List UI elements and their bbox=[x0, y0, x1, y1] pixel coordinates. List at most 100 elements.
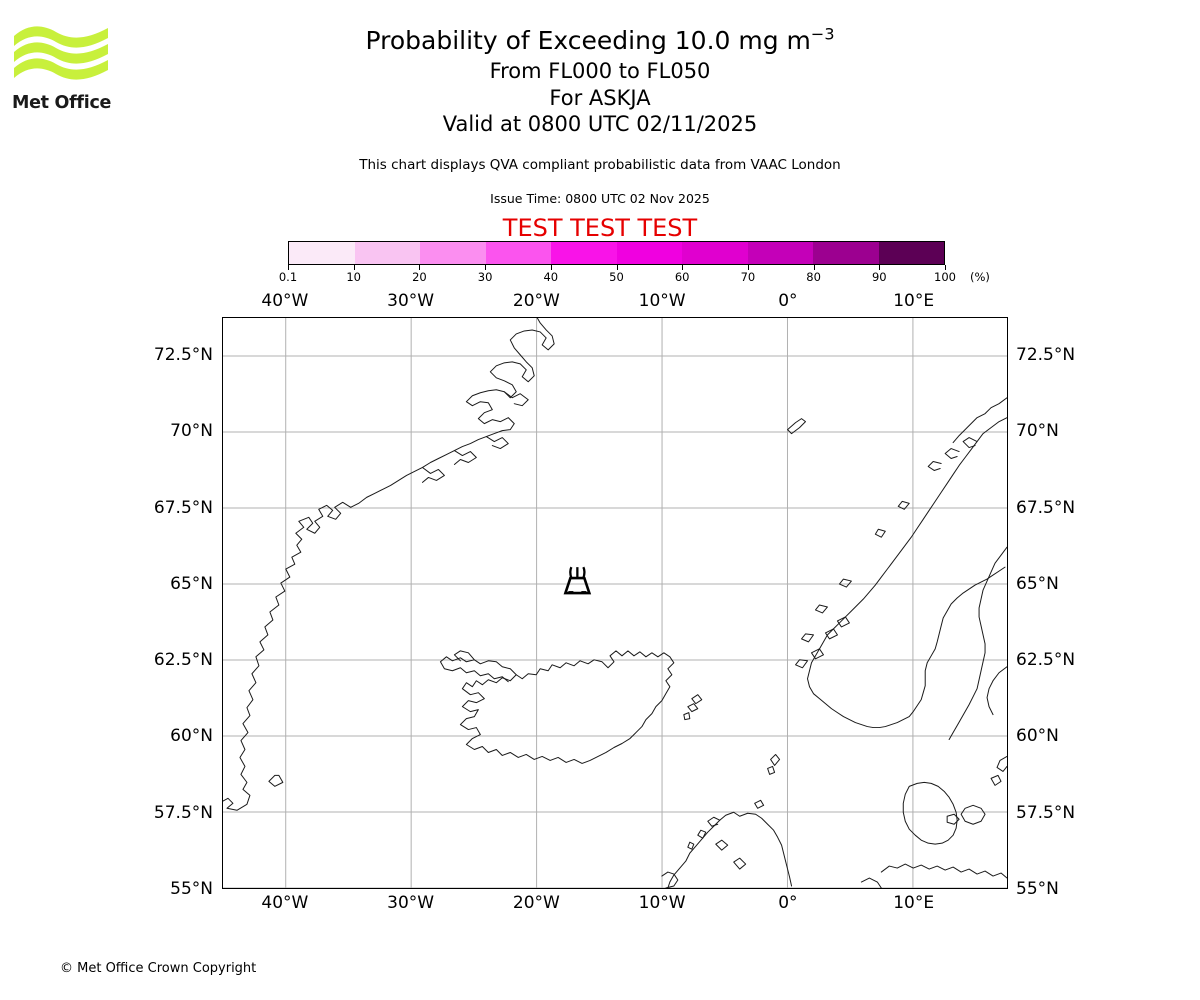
coastline-gulf-bothnia bbox=[986, 666, 1007, 716]
map-canvas bbox=[223, 318, 1007, 888]
coastline-ireland bbox=[661, 871, 679, 888]
map-plot-area[interactable] bbox=[222, 317, 1008, 889]
colorbar-band-4 bbox=[551, 242, 617, 264]
lat-label-left-67.5°N: 67.5°N bbox=[153, 497, 213, 518]
lat-label-left-72.5°N: 72.5°N bbox=[153, 345, 213, 366]
colorbar-label-30: 30 bbox=[477, 270, 493, 284]
colorbar-label-60: 60 bbox=[674, 270, 690, 284]
coastline-netherlands bbox=[860, 877, 882, 888]
coastline-norway bbox=[807, 417, 1007, 729]
coastline-norway-island-f bbox=[795, 659, 809, 669]
colorbar-tick-80 bbox=[813, 265, 815, 270]
colorbar-band-8 bbox=[813, 242, 879, 264]
coastline-shetland bbox=[770, 753, 781, 766]
coastline-norway-island-d bbox=[814, 604, 828, 614]
coastline-iceland-westfjords bbox=[439, 656, 517, 683]
coastline-zealand bbox=[960, 804, 986, 825]
lon-label-bottom-20°W: 20°W bbox=[512, 893, 560, 913]
coastline-funen bbox=[946, 813, 960, 825]
lon-label-bottom-0°: 0° bbox=[778, 893, 798, 913]
met-office-wave-mark bbox=[14, 26, 108, 80]
colorbar-band-7 bbox=[747, 242, 813, 264]
lon-label-top-0°: 0° bbox=[778, 291, 798, 311]
colorbar-label-10: 10 bbox=[346, 270, 362, 284]
volcano-marker[interactable] bbox=[563, 566, 592, 595]
colorbar-unit-label: (%) bbox=[970, 270, 990, 284]
colorbar-label-100: 100 bbox=[934, 270, 956, 284]
page-title: Probability of Exceeding 10.0 mg m−3 bbox=[0, 24, 1200, 58]
coastline-greenland-fjord-a bbox=[453, 450, 477, 465]
issue-time-label: Issue Time: 0800 UTC 02 Nov 2025 bbox=[490, 191, 710, 206]
coastline-sweden-south bbox=[996, 755, 1007, 772]
coastline-faroe-b bbox=[687, 703, 699, 713]
colorbar-tick-labels: 0.1 10 20 30 40 50 60 70 80 90 100 bbox=[279, 270, 956, 286]
colorbar-band-1 bbox=[354, 242, 420, 264]
coastline-norway-fjord-c bbox=[836, 616, 850, 628]
lat-label-left-55°N: 55°N bbox=[170, 879, 213, 899]
lon-label-top-10°W: 10°W bbox=[638, 291, 686, 311]
lon-label-top-10°E: 10°E bbox=[893, 291, 935, 311]
coastline-sweden-east bbox=[948, 546, 1007, 741]
coastline-norway-fjord-a bbox=[811, 648, 824, 660]
colorbar-label-80: 80 bbox=[806, 270, 821, 284]
colorbar-band-2 bbox=[420, 242, 486, 264]
colorbar-tick-100 bbox=[945, 265, 946, 270]
coastline-hebrides-barra bbox=[687, 841, 695, 850]
lat-label-right-70°N: 70°N bbox=[1016, 421, 1059, 442]
coastline-norway-north-outer bbox=[952, 397, 1007, 444]
colorbar-label-90: 90 bbox=[871, 270, 887, 284]
colorbar-tick-60 bbox=[682, 265, 684, 270]
lat-label-right-62.5°N: 62.5°N bbox=[1016, 650, 1076, 671]
page-title-exponent: −3 bbox=[810, 24, 835, 44]
volcano-icon[interactable] bbox=[563, 566, 592, 595]
met-office-logo: Met Office bbox=[12, 22, 122, 117]
coastline-norway-island-e bbox=[801, 633, 814, 643]
coastline-greenland-fjord-d bbox=[503, 391, 529, 407]
colorbar-tick-0.1 bbox=[288, 265, 289, 270]
lat-label-right-72.5°N: 72.5°N bbox=[1016, 345, 1076, 366]
chart-title-block: Probability of Exceeding 10.0 mg m−3 Fro… bbox=[0, 24, 1200, 138]
coastline-hebrides-lewis bbox=[707, 816, 721, 827]
subtitle-volcano-name: For ASKJA bbox=[549, 85, 651, 110]
lon-label-bottom-10°W: 10°W bbox=[638, 893, 686, 913]
coastline-norway-fjord-b bbox=[824, 628, 838, 640]
colorbar-band-6 bbox=[682, 242, 748, 264]
met-office-logo-text: Met Office bbox=[12, 93, 112, 113]
lon-label-bottom-40°W: 40°W bbox=[261, 893, 309, 913]
colorbar-label-20: 20 bbox=[412, 270, 427, 284]
coastline-norway-island-b bbox=[874, 528, 886, 538]
lat-label-right-57.5°N: 57.5°N bbox=[1016, 802, 1076, 823]
subtitle-flight-levels: From FL000 to FL050 bbox=[489, 59, 711, 83]
colorbar-label-40: 40 bbox=[543, 270, 559, 284]
colorbar-tick-10 bbox=[353, 265, 355, 270]
colorbar-band-9 bbox=[878, 242, 944, 264]
coastline-lofoten-c bbox=[927, 460, 942, 471]
coastline-greenland-fjord-c bbox=[485, 436, 509, 450]
coastline-skye bbox=[715, 839, 729, 851]
lat-label-left-57.5°N: 57.5°N bbox=[153, 802, 213, 823]
colorbar-tick-90 bbox=[879, 265, 881, 270]
map-gridlines bbox=[223, 318, 1007, 888]
coastline-iceland-westfjord-spur bbox=[453, 650, 475, 662]
colorbar-label-70: 70 bbox=[740, 270, 756, 284]
coastline-jan-mayen bbox=[787, 418, 807, 435]
coastline-greenland bbox=[223, 318, 555, 811]
copyright-notice: © Met Office Crown Copyright bbox=[60, 961, 257, 976]
coastline-greenland-fjord-b bbox=[421, 466, 445, 483]
lat-label-left-62.5°N: 62.5°N bbox=[153, 650, 213, 671]
lat-label-right-65°N: 65°N bbox=[1016, 573, 1059, 594]
lat-label-right-67.5°N: 67.5°N bbox=[1016, 497, 1076, 518]
coastline-hebrides-uist bbox=[697, 829, 707, 839]
lon-label-top-40°W: 40°W bbox=[261, 291, 309, 311]
test-banner: TEST TEST TEST bbox=[502, 214, 698, 242]
subtitle-valid-time: Valid at 0800 UTC 02/11/2025 bbox=[442, 112, 758, 136]
coastline-mull bbox=[733, 857, 747, 870]
coastline-greenland-island-south bbox=[268, 774, 284, 787]
colorbar-tick-70 bbox=[747, 265, 749, 270]
colorbar-tick-20 bbox=[419, 265, 421, 270]
colorbar-tick-50 bbox=[616, 265, 618, 270]
colorbar-band-5 bbox=[616, 242, 682, 264]
coastline-continental-europe-north bbox=[880, 863, 1007, 879]
lat-label-right-55°N: 55°N bbox=[1016, 879, 1059, 899]
coastline-iceland bbox=[459, 650, 675, 764]
